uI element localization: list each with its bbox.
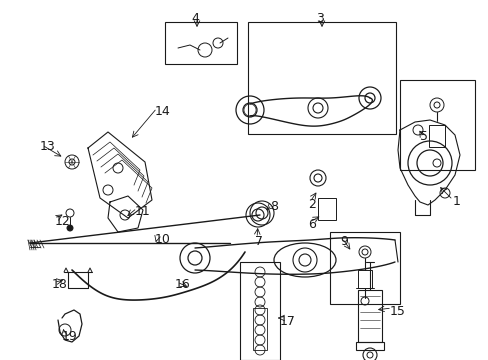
Bar	[355, 342, 383, 350]
Text: 9: 9	[339, 235, 347, 248]
Text: 13: 13	[40, 140, 56, 153]
Polygon shape	[88, 132, 152, 218]
Bar	[247, 22, 395, 134]
Text: 17: 17	[280, 315, 295, 328]
Bar	[329, 232, 399, 304]
Circle shape	[67, 225, 73, 231]
Bar	[252, 308, 266, 350]
Polygon shape	[397, 120, 459, 205]
Polygon shape	[108, 196, 142, 232]
Text: 2: 2	[307, 198, 315, 211]
Bar	[240, 262, 280, 360]
Text: 5: 5	[419, 130, 427, 143]
Text: 10: 10	[155, 233, 170, 246]
Bar	[357, 290, 381, 342]
Text: 7: 7	[254, 235, 263, 248]
Text: 6: 6	[307, 218, 315, 231]
Bar	[399, 80, 474, 170]
Text: 3: 3	[315, 12, 323, 25]
Text: 15: 15	[389, 305, 405, 318]
Bar	[317, 198, 335, 220]
Text: 4: 4	[191, 12, 199, 25]
Text: 8: 8	[269, 200, 278, 213]
Bar	[428, 125, 444, 147]
Text: 16: 16	[175, 278, 190, 291]
Text: 14: 14	[155, 105, 170, 118]
Text: 12: 12	[55, 215, 71, 228]
Text: 1: 1	[452, 195, 460, 208]
Text: 19: 19	[62, 330, 78, 343]
Bar	[357, 270, 371, 288]
Text: 11: 11	[135, 205, 150, 218]
Bar	[164, 22, 237, 64]
Text: 18: 18	[52, 278, 68, 291]
